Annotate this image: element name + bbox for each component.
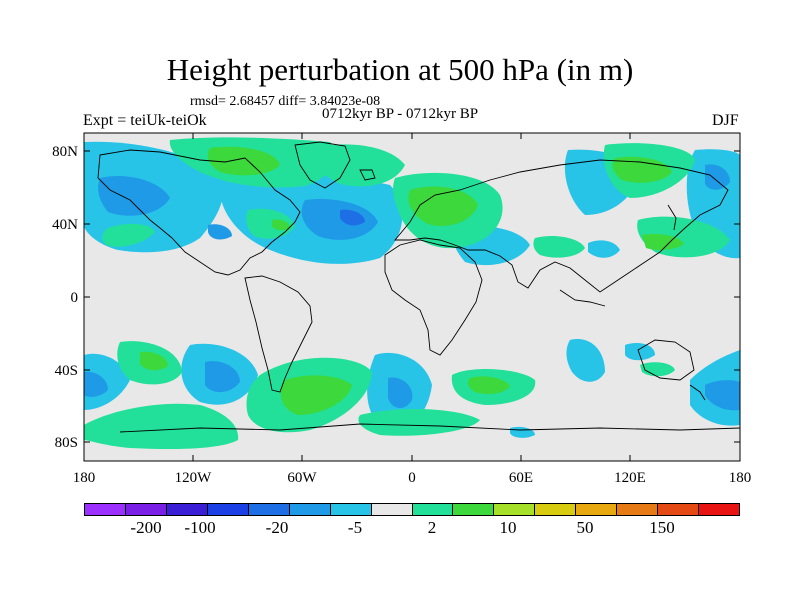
- stats-text: rmsd= 2.68457 diff= 3.84023e-08: [190, 94, 381, 109]
- colorbar-label: 150: [649, 518, 675, 537]
- colorbar-box: [248, 504, 290, 515]
- colorbar-label: -100: [184, 518, 216, 537]
- lat-label: 40N: [52, 217, 78, 233]
- colorbar-label: 2: [427, 518, 437, 537]
- colorbar-label: 50: [576, 518, 594, 537]
- colorbar-box: [371, 504, 413, 515]
- colorbar-label: -20: [265, 518, 289, 537]
- colorbar-box: [453, 504, 495, 515]
- lon-label: 120W: [175, 470, 213, 486]
- colorbar: [84, 503, 740, 516]
- period-text: 0712kyr BP - 0712kyr BP: [322, 106, 479, 122]
- lon-label: 120E: [614, 470, 646, 486]
- colorbar-label: 10: [499, 518, 517, 537]
- colorbar-box: [576, 504, 618, 515]
- plot-title: Height perturbation at 500 hPa (in m): [166, 52, 634, 87]
- colorbar-box: [125, 504, 167, 515]
- lon-label: 60W: [287, 470, 317, 486]
- colorbar-box: [85, 504, 126, 515]
- lat-label: 0: [71, 290, 79, 306]
- lon-label: 180: [729, 470, 752, 486]
- lat-label: 40S: [55, 363, 78, 379]
- colorbar-box: [658, 504, 700, 515]
- colorbar-box: [535, 504, 577, 515]
- colorbar-label: -5: [347, 518, 363, 537]
- colorbar-box: [330, 504, 372, 515]
- perturbation-field: [84, 137, 740, 450]
- colorbar-box: [207, 504, 249, 515]
- colorbar-box: [617, 504, 659, 515]
- colorbar-box: [412, 504, 454, 515]
- coastlines: [97, 141, 740, 433]
- lon-label: 0: [408, 470, 416, 486]
- lon-label: 60E: [509, 470, 533, 486]
- lat-label: 80S: [55, 435, 78, 451]
- colorbar-box: [699, 504, 739, 515]
- season-label: DJF: [712, 112, 739, 129]
- colorbar-box: [166, 504, 208, 515]
- lon-label: 180: [73, 470, 96, 486]
- lat-label: 80N: [52, 144, 78, 160]
- axis-ticks: [83, 133, 741, 461]
- colorbar-label: -200: [130, 518, 162, 537]
- experiment-label: Expt = teiUk-teiOk: [83, 112, 207, 129]
- colorbar-box: [494, 504, 536, 515]
- colorbar-box: [289, 504, 331, 515]
